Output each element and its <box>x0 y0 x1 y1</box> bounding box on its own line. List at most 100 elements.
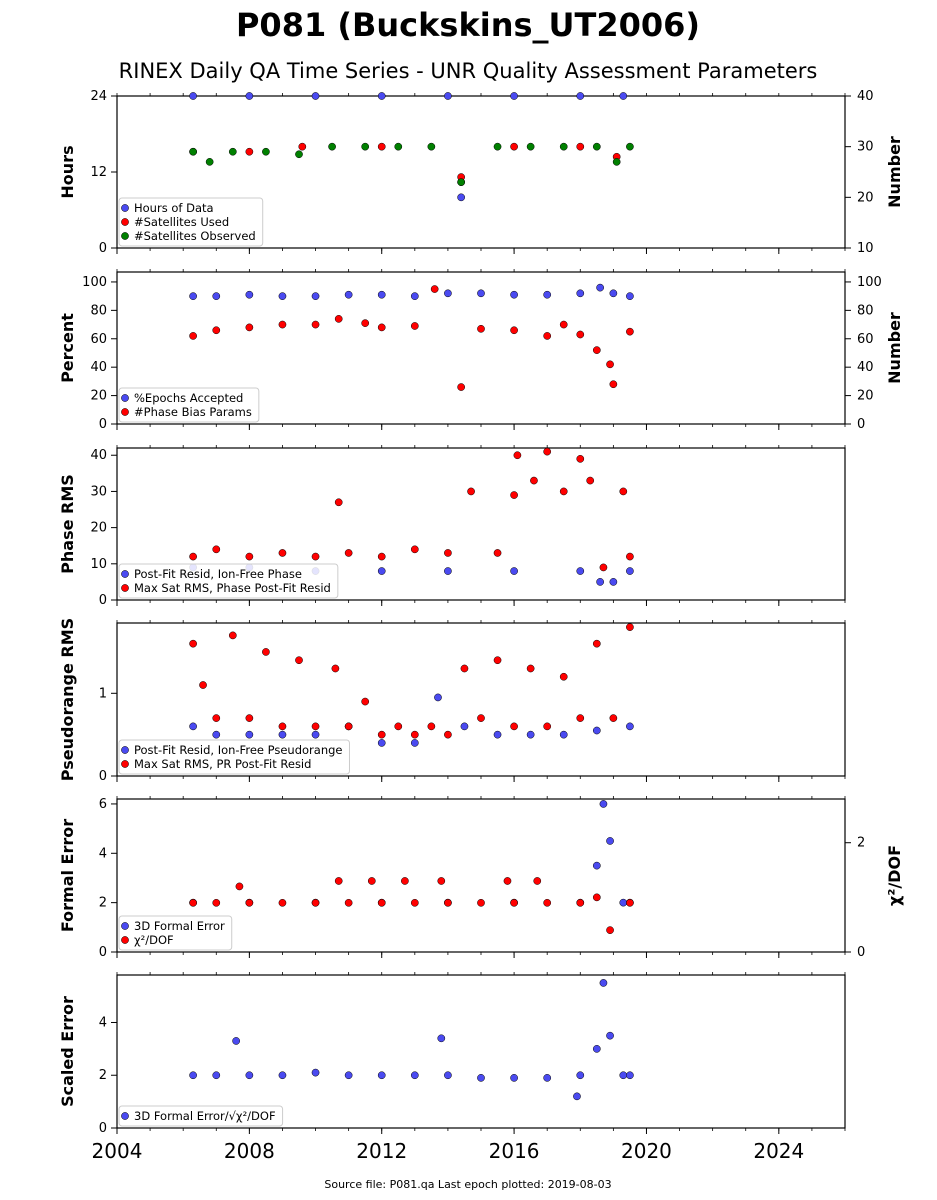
data-point <box>212 898 221 907</box>
data-point <box>510 898 518 907</box>
data-point <box>530 476 538 485</box>
data-point <box>344 549 353 557</box>
data-point <box>619 898 628 907</box>
data-point <box>228 631 237 640</box>
data-point <box>510 92 518 100</box>
data-point <box>626 292 634 300</box>
y-tick-label: 60 <box>90 332 107 347</box>
data-point <box>533 877 542 885</box>
data-point <box>559 320 568 329</box>
data-point <box>199 681 207 689</box>
y-tick-label: 4 <box>99 1015 107 1030</box>
data-point <box>526 664 535 673</box>
data-point <box>278 549 287 557</box>
y2-tick-label: 40 <box>857 89 874 104</box>
data-point <box>503 877 512 885</box>
series-2 <box>189 142 621 186</box>
data-point <box>377 898 386 907</box>
data-point <box>298 142 307 151</box>
legend-marker <box>121 584 129 592</box>
legend-marker <box>121 922 129 930</box>
legend-marker <box>121 1112 129 1120</box>
data-point <box>573 1092 581 1101</box>
data-point <box>205 158 214 166</box>
data-point <box>437 877 446 885</box>
y-tick-label: 6 <box>99 797 107 812</box>
data-point <box>592 639 601 648</box>
data-point <box>626 722 634 731</box>
data-point <box>477 898 485 907</box>
data-point <box>457 383 465 391</box>
y2-tick-label: 10 <box>857 241 874 256</box>
y-axis-label: Hours <box>58 145 77 198</box>
legend-entry: χ²/DOF <box>134 933 174 947</box>
y2-tick-label: 60 <box>857 332 874 347</box>
data-point <box>493 142 502 151</box>
data-point <box>592 142 601 151</box>
legend-entry: Max Sat RMS, Phase Post-Fit Resid <box>134 581 331 595</box>
data-point <box>510 142 518 151</box>
legend-marker <box>121 408 129 416</box>
data-point <box>606 926 614 934</box>
panel-2: 0 20 40 60 80 100 0 20 40 60 80 100 Percent Number %Ep… <box>58 269 904 432</box>
y-axis-label: Phase RMS <box>58 474 77 574</box>
series-3 <box>189 142 634 186</box>
data-point <box>189 552 197 561</box>
y-tick-label: 4 <box>99 846 107 861</box>
data-point <box>592 726 601 735</box>
data-point <box>510 290 518 299</box>
x-tick-label: 2012 <box>356 1139 407 1163</box>
data-point <box>344 1071 353 1080</box>
legend-box <box>118 739 350 775</box>
data-point <box>212 292 221 300</box>
data-point <box>245 290 254 299</box>
data-point <box>377 323 386 332</box>
y2-tick-label: 40 <box>857 360 874 375</box>
data-point <box>278 292 287 300</box>
data-point <box>189 1071 197 1080</box>
series-1 <box>189 693 634 747</box>
y-tick-label: 40 <box>90 360 107 375</box>
data-point <box>228 147 237 156</box>
data-point <box>437 1034 446 1043</box>
data-point <box>444 567 452 575</box>
data-point <box>543 722 552 731</box>
series-1 <box>189 92 628 202</box>
panel-4: 0 1 Pseudorange RMS Post-Fit Resid, Ion-Fre… <box>58 618 846 784</box>
data-point <box>410 292 419 300</box>
data-point <box>576 289 585 298</box>
data-point <box>609 578 618 586</box>
data-point <box>232 1037 240 1045</box>
legend-box <box>118 197 264 247</box>
data-point <box>596 578 604 586</box>
x-tick-label: 2004 <box>92 1139 143 1163</box>
data-point <box>311 292 320 300</box>
series-2 <box>189 447 634 572</box>
data-point <box>543 447 552 456</box>
legend: %Epochs Accepted#Phase Bias Params <box>118 387 260 423</box>
data-point <box>510 722 518 731</box>
y-tick-label: 30 <box>90 484 107 499</box>
data-point <box>444 898 452 907</box>
data-point <box>361 142 370 151</box>
y2-tick-label: 20 <box>857 389 874 404</box>
data-point <box>278 730 287 739</box>
data-point <box>189 898 197 907</box>
legend: Hours of Data#Satellites Used#Satellites… <box>118 197 264 247</box>
legend-entry: 3D Formal Error <box>134 919 225 933</box>
data-point <box>377 92 386 100</box>
data-point <box>477 1074 485 1082</box>
y-tick-label: 0 <box>99 945 107 960</box>
data-point <box>377 730 386 739</box>
data-point <box>377 567 386 575</box>
data-point <box>278 1071 287 1080</box>
data-point <box>245 323 254 332</box>
data-point <box>262 147 270 156</box>
y2-tick-label: 80 <box>857 303 874 318</box>
data-point <box>189 722 197 731</box>
data-point <box>295 656 303 665</box>
data-point <box>592 861 601 870</box>
legend: Post-Fit Resid, Ion-Free PseudorangeMax … <box>118 739 350 775</box>
legend-box <box>118 387 260 423</box>
data-point <box>344 898 353 907</box>
